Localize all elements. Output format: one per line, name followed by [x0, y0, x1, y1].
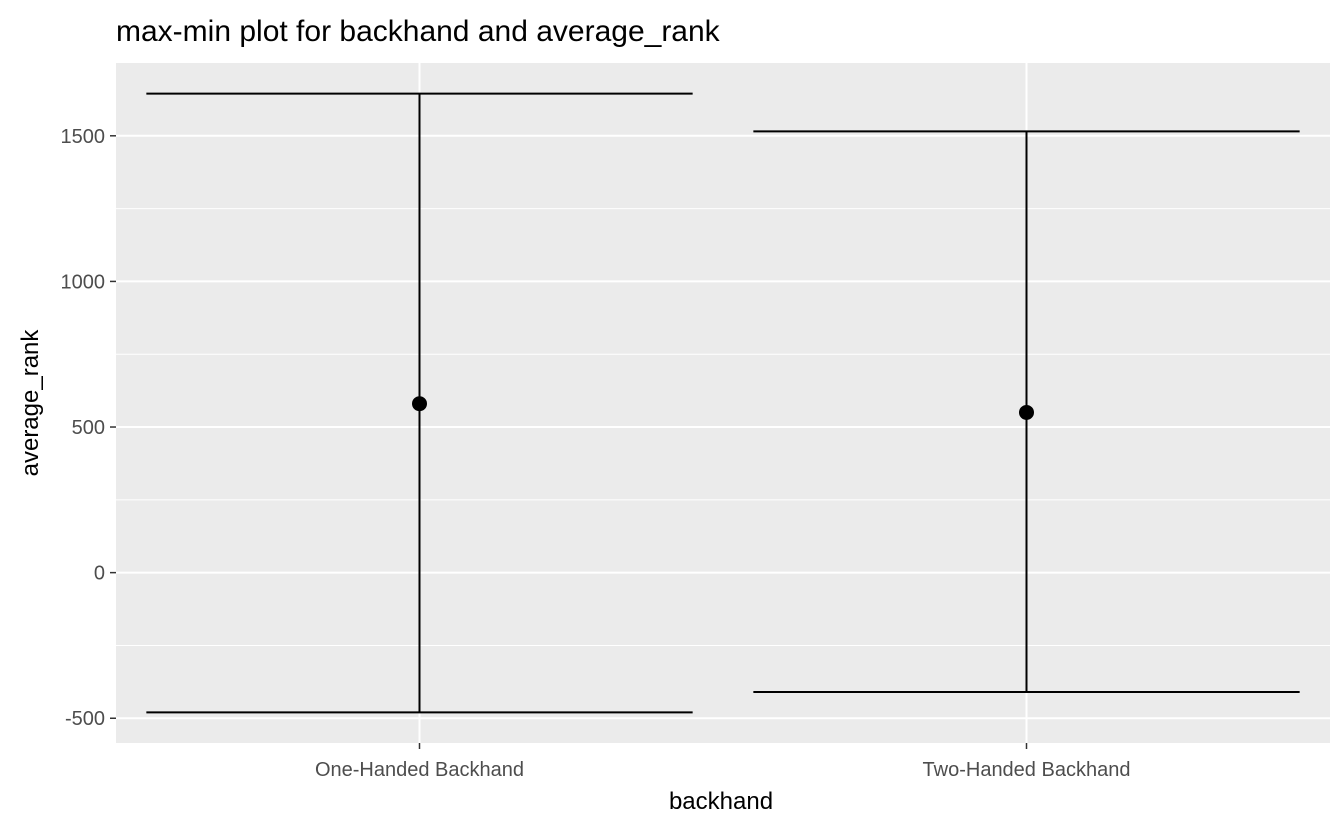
y-tick-label: 1000: [61, 271, 106, 293]
errorbar-group: [146, 92, 693, 714]
y-axis: -500 0 500 1000 1500: [61, 126, 116, 730]
x-tick-label: One-Handed Backhand: [315, 759, 524, 781]
y-tick-label: -500: [65, 708, 105, 730]
y-tick-label: 0: [94, 563, 105, 585]
chart-title: max-min plot for backhand and average_ra…: [116, 15, 721, 48]
data-marks: [146, 92, 1300, 714]
minor-gridlines: [116, 208, 1330, 646]
x-tick-label: Two-Handed Backhand: [923, 759, 1131, 781]
y-tick-label: 500: [72, 417, 105, 439]
plot-panel: [116, 63, 1330, 743]
y-tick-label: 1500: [61, 126, 106, 148]
y-axis-title: average_rank: [17, 329, 44, 477]
x-axis: One-Handed Backhand Two-Handed Backhand: [315, 743, 1130, 781]
x-axis-title: backhand: [669, 788, 773, 815]
mean-point: [412, 396, 427, 412]
mean-point: [1019, 404, 1034, 420]
errorbar-group: [753, 130, 1300, 694]
